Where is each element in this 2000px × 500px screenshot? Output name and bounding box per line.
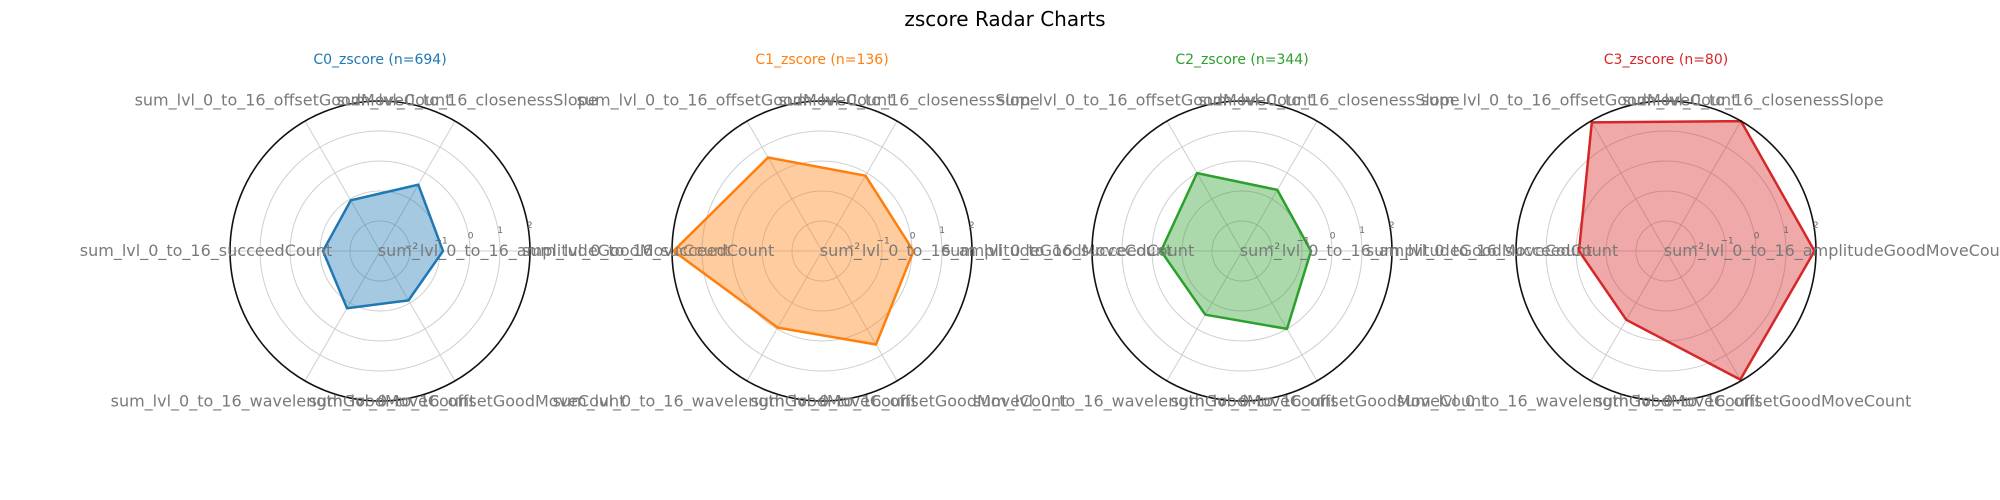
grid-spoke: [1166, 120, 1243, 252]
figure-title: zscore Radar Charts: [904, 7, 1105, 31]
grid-spoke: [1665, 120, 1742, 252]
radial-tick-label: −2: [1691, 242, 1704, 252]
radial-tick-label: 0: [910, 231, 916, 241]
axis-label: sum_lvl_0_to_16_succeedCount: [942, 241, 1194, 261]
grid-spoke: [746, 120, 823, 252]
axis-label: sum_lvl_0_to_16_wavelengthGoodMoveCount: [973, 392, 1338, 412]
radial-tick-label: 1: [1359, 226, 1365, 236]
grid-spoke: [1241, 250, 1318, 382]
grid-spoke: [1665, 250, 1742, 382]
series-area: [672, 156, 915, 346]
axis-label: sum_lvl_0_to_16_wavelengthGoodMoveCount: [1397, 392, 1762, 412]
axis-label: sum_lvl_0_to_16_succeedCount: [1366, 241, 1618, 261]
outer-frame: [1091, 100, 1393, 402]
radar-panel-0: −2 −1 0 1 2 sum_lvl_0_to_16_amplitudeGoodMove…: [80, 52, 730, 412]
radial-tick-label: −2: [1267, 242, 1280, 252]
radial-tick-label: 2: [1813, 221, 1819, 231]
grid-spoke: [1241, 120, 1318, 252]
axis-label: sum_lvl_0_to_16_offsetGoodMoveCount: [309, 392, 626, 412]
panel-title: C3_zscore (n=80): [1604, 52, 1728, 68]
panel-title: C1_zscore (n=136): [755, 52, 888, 68]
radial-tick-label: −1: [434, 237, 447, 247]
radial-tick-label: 0: [1330, 231, 1336, 241]
axis-label: sum_lvl_0_to_16_offsetGoodMoveCount: [997, 90, 1314, 110]
radial-tick-label: 0: [1754, 231, 1760, 241]
radar-panels: −2 −1 0 1 2 sum_lvl_0_to_16_amplitudeGoodMove…: [80, 52, 2000, 412]
grid-spoke: [379, 250, 456, 382]
radar-panel-3: −2 −1 0 1 2 sum_lvl_0_to_16_amplitudeGoodMove…: [1366, 52, 2000, 412]
axis-label: sum_lvl_0_to_16_wavelengthGoodMoveCount: [553, 392, 918, 412]
axis-label: sum_lvl_0_to_16_offsetGoodMoveCount: [135, 90, 452, 110]
axis-label: sum_lvl_0_to_16_amplitudeGoodMoveCount: [378, 241, 730, 261]
axis-label: sum_lvl_0_to_16_offsetGoodMoveCount: [1171, 392, 1488, 412]
outer-frame: [229, 100, 531, 402]
axis-label: sum_lvl_0_to_16_offsetGoodMoveCount: [577, 90, 894, 110]
radial-tick-label: 0: [468, 231, 474, 241]
grid-spoke: [304, 120, 381, 252]
radial-tick-label: −2: [405, 242, 418, 252]
series-area: [1159, 171, 1313, 331]
radial-tick-label: 2: [1389, 221, 1395, 231]
axis-label: sum_lvl_0_to_16_closenessSlope: [336, 90, 597, 110]
axis-label: sum_lvl_0_to_16_closenessSlope: [778, 90, 1039, 110]
panel-title: C0_zscore (n=694): [313, 52, 446, 68]
outer-frame: [1515, 100, 1817, 402]
axis-label: sum_lvl_0_to_16_closenessSlope: [1198, 90, 1459, 110]
axis-label: sum_lvl_0_to_16_offsetGoodMoveCount: [751, 392, 1068, 412]
grid-spoke: [1590, 120, 1667, 252]
grid-spoke: [1166, 250, 1243, 382]
grid-spoke: [821, 120, 898, 252]
radial-tick-label: −1: [1720, 237, 1733, 247]
axis-label: sum_lvl_0_to_16_wavelengthGoodMoveCount: [111, 392, 476, 412]
radial-tick-label: −1: [876, 237, 889, 247]
axis-label: sum_lvl_0_to_16_succeedCount: [522, 241, 774, 261]
series-area: [321, 183, 445, 310]
axis-label: sum_lvl_0_to_16_offsetGoodMoveCount: [1421, 90, 1738, 110]
radial-tick-label: −2: [847, 242, 860, 252]
axis-label: sum_lvl_0_to_16_amplitudeGoodMoveCount: [1664, 241, 2000, 261]
outer-frame: [671, 100, 973, 402]
grid-spoke: [304, 250, 381, 382]
radial-tick-label: −1: [1296, 237, 1309, 247]
grid-spoke: [746, 250, 823, 382]
radial-tick-label: 2: [969, 221, 975, 231]
radial-tick-label: 1: [497, 226, 503, 236]
radar-panel-1: −2 −1 0 1 2 sum_lvl_0_to_16_amplitudeGoodMove…: [522, 52, 1172, 412]
axis-label: sum_lvl_0_to_16_offsetGoodMoveCount: [1595, 392, 1912, 412]
grid-spoke: [821, 250, 898, 382]
axis-label: sum_lvl_0_to_16_amplitudeGoodMoveCount: [820, 241, 1172, 261]
radial-tick-label: 2: [527, 221, 533, 231]
radial-tick-label: 1: [939, 226, 945, 236]
radar-panel-2: −2 −1 0 1 2 sum_lvl_0_to_16_amplitudeGoodMove…: [942, 52, 1592, 412]
radial-tick-label: 1: [1783, 226, 1789, 236]
grid-spoke: [1590, 250, 1667, 382]
axis-label: sum_lvl_0_to_16_succeedCount: [80, 241, 332, 261]
axis-label: sum_lvl_0_to_16_amplitudeGoodMoveCount: [1240, 241, 1592, 261]
panel-title: C2_zscore (n=344): [1175, 52, 1308, 68]
axis-label: sum_lvl_0_to_16_closenessSlope: [1622, 90, 1883, 110]
